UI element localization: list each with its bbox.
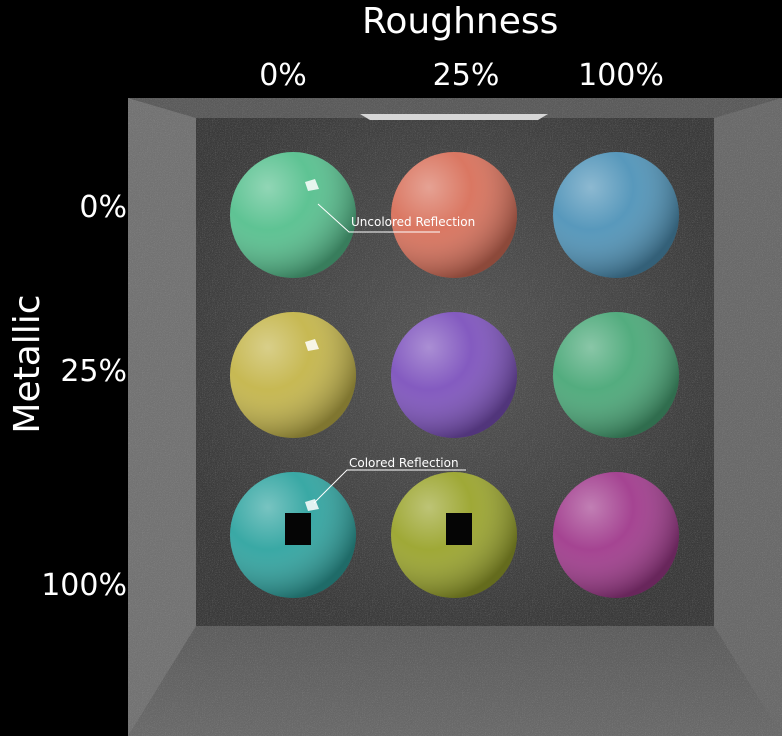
roughness-axis-title: Roughness (362, 1, 559, 42)
sphere-metallic-100-roughness-25 (391, 472, 517, 598)
sphere-metallic-100-roughness-100 (553, 472, 679, 598)
box-ceiling (128, 98, 782, 118)
spheres-group (230, 152, 679, 598)
colored-reflection-label: Colored Reflection (349, 456, 459, 470)
specular-highlight (305, 339, 319, 351)
box-right-wall (714, 98, 782, 736)
sphere-metallic-100-roughness-0 (230, 472, 356, 598)
mirror-reflection (285, 513, 311, 545)
sphere-shading (391, 312, 517, 438)
specular-highlight (305, 179, 319, 191)
sphere-shading (553, 312, 679, 438)
sphere-metallic-25-roughness-100 (553, 312, 679, 438)
uncolored-reflection-label: Uncolored Reflection (351, 215, 476, 229)
sphere-shading (391, 152, 517, 278)
box-left-wall (128, 98, 196, 736)
sphere-shading (230, 312, 356, 438)
roughness-label-100: 100% (578, 58, 664, 93)
mirror-reflection (446, 513, 472, 545)
sphere-shading (553, 472, 679, 598)
sphere-shading (553, 152, 679, 278)
roughness-label-25: 25% (432, 58, 500, 93)
sphere-metallic-25-roughness-0 (230, 312, 356, 438)
sphere-shading (230, 152, 356, 278)
metallic-label-25: 25% (60, 354, 127, 389)
colored-leader-line (313, 469, 466, 504)
sphere-metallic-0-roughness-0 (230, 152, 356, 278)
metallic-label-100: 100% (41, 568, 127, 603)
sphere-metallic-0-roughness-25 (391, 152, 517, 278)
uncolored-leader-line (317, 203, 440, 233)
ceiling-light (360, 114, 548, 120)
metallic-label-0: 0% (79, 190, 127, 225)
box-floor (128, 626, 782, 736)
sphere-metallic-25-roughness-25 (391, 312, 517, 438)
sphere-grid-render (128, 98, 782, 736)
roughness-label-0: 0% (259, 58, 307, 93)
sphere-metallic-0-roughness-100 (553, 152, 679, 278)
